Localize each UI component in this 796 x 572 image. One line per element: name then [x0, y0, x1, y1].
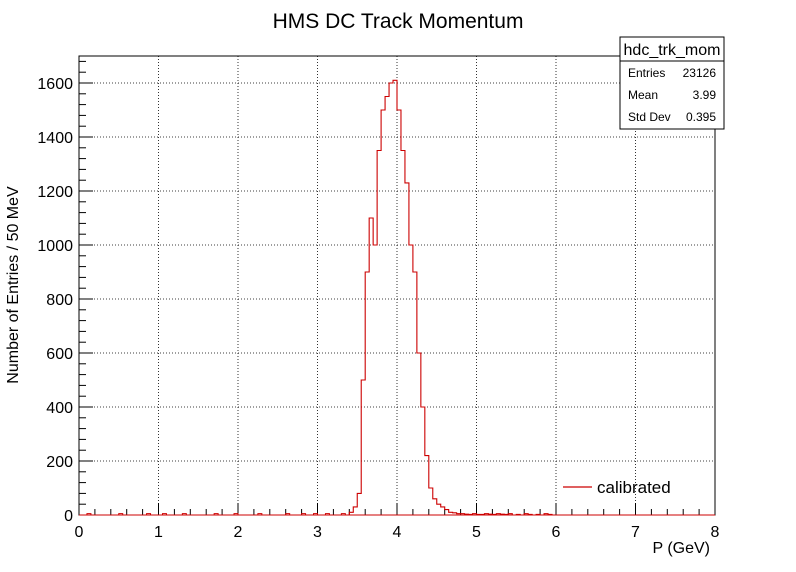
legend-label: calibrated [597, 478, 671, 497]
histogram-bin [413, 272, 417, 515]
histogram-low-bin [301, 513, 307, 515]
histogram-bin [429, 488, 433, 515]
stats-stddev-value: 0.395 [686, 110, 716, 124]
histogram-low-bin [213, 513, 219, 515]
histogram-bin [385, 97, 389, 516]
stats-stddev-label: Std Dev [628, 110, 671, 124]
histogram-bin [401, 151, 405, 516]
stats-title: hdc_trk_mom [624, 42, 721, 59]
histogram-bin [373, 245, 377, 515]
histogram-low-bin [181, 513, 187, 515]
histogram-bin [437, 504, 441, 515]
histogram-low-bin [233, 513, 239, 515]
x-axis-label: P (GeV) [653, 540, 711, 557]
y-tick-label: 200 [46, 454, 73, 471]
x-tick-label: 0 [75, 524, 84, 541]
x-tick-label: 2 [234, 524, 243, 541]
x-tick-labels: 0 1 2 3 4 5 6 7 8 [75, 524, 720, 541]
histogram-bin [369, 218, 373, 515]
histogram-bin [433, 499, 437, 515]
histogram-bin [441, 507, 445, 515]
y-tick-label: 1000 [37, 238, 73, 255]
histogram-low-bin [118, 513, 124, 515]
x-tick-label: 6 [552, 524, 561, 541]
histogram-low-bin [313, 513, 318, 515]
histogram-low-bin [340, 513, 346, 515]
y-tick-label: 1600 [37, 76, 73, 93]
x-tick-label: 1 [154, 524, 163, 541]
x-tick-label: 7 [631, 524, 640, 541]
stats-entries-value: 23126 [683, 66, 717, 80]
histogram-bin [417, 353, 421, 515]
histogram-bin [353, 507, 357, 515]
histogram-bin [389, 83, 393, 515]
x-tick-label: 8 [711, 524, 720, 541]
stats-entries-label: Entries [628, 66, 665, 80]
histogram-bin [381, 110, 385, 515]
histogram-low-bin [86, 513, 92, 515]
histogram-low-bin [146, 513, 152, 515]
y-tick-label: 400 [46, 400, 73, 417]
histogram-bin [365, 272, 369, 515]
histogram-bin [445, 510, 449, 515]
histogram-bin [409, 245, 413, 515]
y-axis-label: Number of Entries / 50 MeV [5, 186, 22, 384]
x-tick-label: 3 [313, 524, 322, 541]
histogram-bin [377, 151, 381, 516]
histogram-bin [405, 183, 409, 515]
legend: calibrated [563, 478, 671, 497]
histogram-bin [397, 110, 401, 515]
chart-title: HMS DC Track Momentum [273, 10, 524, 33]
histogram-bin [425, 456, 429, 515]
y-tick-label: 1200 [37, 184, 73, 201]
x-tick-label: 4 [393, 524, 402, 541]
histogram-bin [357, 493, 361, 515]
histogram-low-bin [324, 513, 330, 515]
stats-box: hdc_trk_mom Entries 23126 Mean 3.99 Std … [619, 36, 725, 130]
y-tick-label: 600 [46, 346, 73, 363]
histogram-bin [393, 80, 397, 515]
y-tick-label: 1400 [37, 130, 73, 147]
histogram-bin [421, 407, 425, 515]
histogram-low-bin [257, 513, 263, 515]
x-tick-label: 5 [472, 524, 481, 541]
y-tick-label: 0 [64, 508, 73, 525]
y-tick-labels: 0 200 400 600 800 1000 1200 1400 1600 [37, 76, 73, 525]
histogram-low-bin [285, 513, 291, 515]
histogram-bin [361, 380, 365, 515]
histogram-low-bin [161, 513, 167, 515]
stats-mean-value: 3.99 [693, 88, 717, 102]
y-tick-label: 800 [46, 292, 73, 309]
histogram-series [79, 79, 715, 516]
stats-mean-label: Mean [628, 88, 658, 102]
